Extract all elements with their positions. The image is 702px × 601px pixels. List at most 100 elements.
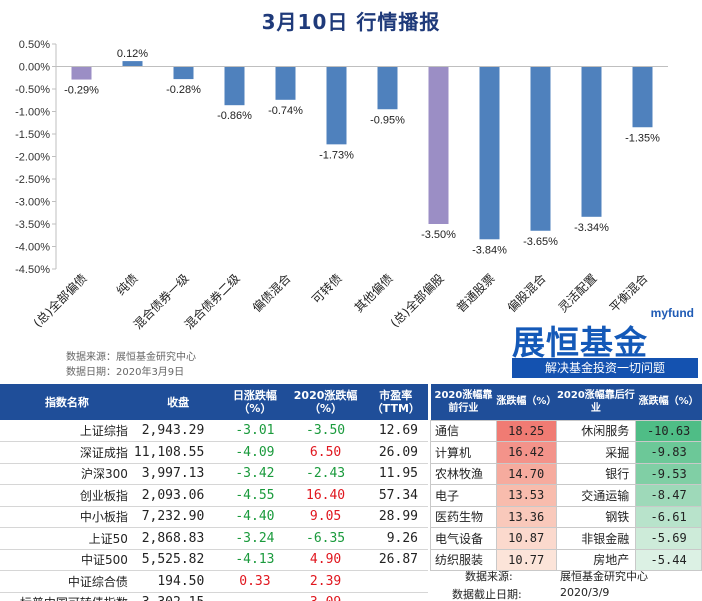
table-row: 电气设备 10.87 非银金融 -5.69 [430, 527, 702, 550]
index-day-change: - [222, 592, 288, 601]
top-industry-name: 计算机 [430, 441, 497, 464]
index-ytd-change: 3.09 [287, 592, 364, 601]
footer-source-label: 数据来源: [465, 570, 513, 583]
table-row: 创业板指 2,093.06 -4.55 16.40 57.34 [0, 484, 428, 507]
brand-logo: myfund 展恒基金 解决基金投资一切问题 [512, 306, 698, 380]
index-close: 2,868.83 [133, 527, 223, 550]
index-ytd-change: 4.90 [287, 549, 364, 571]
footer-date-value: 2020/3/9 [560, 586, 610, 599]
table-row: 纺织服装 10.77 房地产 -5.44 [430, 548, 702, 571]
top-industry-name: 纺织服装 [430, 548, 497, 571]
bottom-industry-change: -9.53 [635, 462, 702, 485]
x-tick-label: 其他偏债 [351, 271, 396, 316]
y-tick-label: -3.50% [15, 219, 50, 231]
col-header-pe: 市盈率（TTM） [363, 384, 428, 420]
x-tick-label: 普通股票 [454, 271, 498, 315]
y-tick-label: -1.00% [15, 107, 50, 119]
index-pe: 12.69 [363, 420, 428, 442]
bottom-industry-change: -5.44 [635, 548, 702, 571]
bar [479, 66, 500, 240]
col-header-bottom-change: 涨跌幅（%） [635, 384, 702, 420]
top-industry-name: 医药生物 [430, 505, 497, 528]
x-tick-label: (总)全部偏债 [30, 271, 90, 331]
bottom-industry-change: -5.69 [635, 527, 702, 550]
index-close: 2,943.29 [133, 420, 223, 442]
logo-myfund: myfund [650, 306, 694, 320]
fund-returns-bar-chart: 0.50% 0.00% -0.50% -1.00% -1.50% -2.00% -2.50%… [15, 39, 668, 333]
x-tick-label: 偏债混合 [249, 271, 294, 316]
y-tick-label: -2.00% [15, 152, 50, 164]
footer-source-value: 展恒基金研究中心 [560, 570, 648, 583]
col-header-top-change: 涨跌幅（%） [496, 384, 556, 420]
chart-source: 数据来源：展恒基金研究中心 [66, 352, 196, 363]
y-tick-label: -3.00% [15, 197, 50, 209]
data-label: -0.86% [217, 110, 252, 122]
bar [632, 66, 653, 128]
index-name: 上证综指 [0, 420, 134, 442]
y-tick-label: 0.00% [19, 62, 50, 74]
table-row: 标普中国可转债指数3,302.15-3.09 [0, 592, 428, 601]
chart-date: 数据日期：2020年3月9日 [66, 367, 185, 378]
table-row: 中证500 5,525.82 -4.13 4.90 26.87 [0, 549, 428, 571]
index-name: 中证综合债 [0, 570, 134, 593]
x-tick-label: 纯债 [114, 271, 141, 298]
industry-table-header: 2020涨幅靠前行业 涨跌幅（%） 2020涨幅靠后行业 涨跌幅（%） [430, 384, 702, 420]
index-close: 11,108.55 [133, 441, 223, 464]
index-pe [363, 570, 428, 593]
col-header-close: 收盘 [133, 384, 223, 420]
index-pe: 26.09 [363, 441, 428, 464]
index-ytd-change: -3.50 [287, 420, 364, 442]
index-name: 上证50 [0, 527, 134, 550]
bar [428, 66, 449, 224]
bottom-industry-change: -9.83 [635, 441, 702, 464]
index-name: 中证500 [0, 549, 134, 571]
y-tick-label: -1.50% [15, 129, 50, 141]
data-label: -3.34% [574, 222, 609, 234]
data-label: -0.28% [166, 84, 201, 96]
index-day-change: -3.01 [222, 420, 288, 442]
index-close: 2,093.06 [133, 484, 223, 507]
top-industry-change: 18.25 [495, 419, 557, 442]
table-row: 农林牧渔 14.70 银行 -9.53 [430, 462, 702, 485]
col-header-name: 指数名称 [0, 384, 134, 420]
index-name: 标普中国可转债指数 [0, 592, 134, 601]
bottom-industry-name: 钢铁 [555, 505, 637, 528]
data-label: 0.12% [117, 48, 148, 60]
index-day-change: -3.24 [222, 527, 288, 550]
index-name: 深证成指 [0, 441, 134, 464]
index-ytd-change: -2.43 [287, 463, 364, 485]
y-tick-label: -4.00% [15, 242, 50, 254]
y-tick-label: -2.50% [15, 174, 50, 186]
index-day-change: -4.09 [222, 441, 288, 464]
bar [326, 66, 347, 145]
index-close: 7,232.90 [133, 506, 223, 528]
bar [377, 66, 398, 110]
x-tick-label: 混合债券二级 [181, 271, 243, 333]
logo-slogan: 解决基金投资一切问题 [512, 358, 698, 378]
data-label: -3.50% [421, 229, 456, 241]
index-close: 5,525.82 [133, 549, 223, 571]
index-close: 3,302.15 [133, 592, 223, 601]
data-label: -3.65% [523, 236, 558, 248]
bottom-industry-name: 采掘 [555, 441, 637, 464]
col-header-top-industry: 2020涨幅靠前行业 [430, 384, 497, 420]
top-industry-name: 电气设备 [430, 527, 497, 550]
index-ytd-change: -6.35 [287, 527, 364, 550]
index-name: 中小板指 [0, 506, 134, 528]
bar [122, 61, 143, 67]
index-ytd-change: 9.05 [287, 506, 364, 528]
table-row: 计算机 16.42 采掘 -9.83 [430, 441, 702, 464]
bottom-industry-change: -8.47 [635, 484, 702, 507]
y-tick-label: -4.50% [15, 264, 50, 276]
data-label: -0.29% [64, 85, 99, 97]
top-industry-change: 16.42 [495, 441, 557, 464]
index-day-change: -4.40 [222, 506, 288, 528]
top-industry-change: 10.87 [495, 527, 557, 550]
data-label: -1.35% [625, 132, 660, 144]
index-ytd-change: 2.39 [287, 570, 364, 593]
bottom-industry-name: 交通运输 [555, 484, 637, 507]
data-label: -0.74% [268, 105, 303, 117]
top-industry-change: 13.36 [495, 505, 557, 528]
index-ytd-change: 6.50 [287, 441, 364, 464]
index-pe: 11.95 [363, 463, 428, 485]
